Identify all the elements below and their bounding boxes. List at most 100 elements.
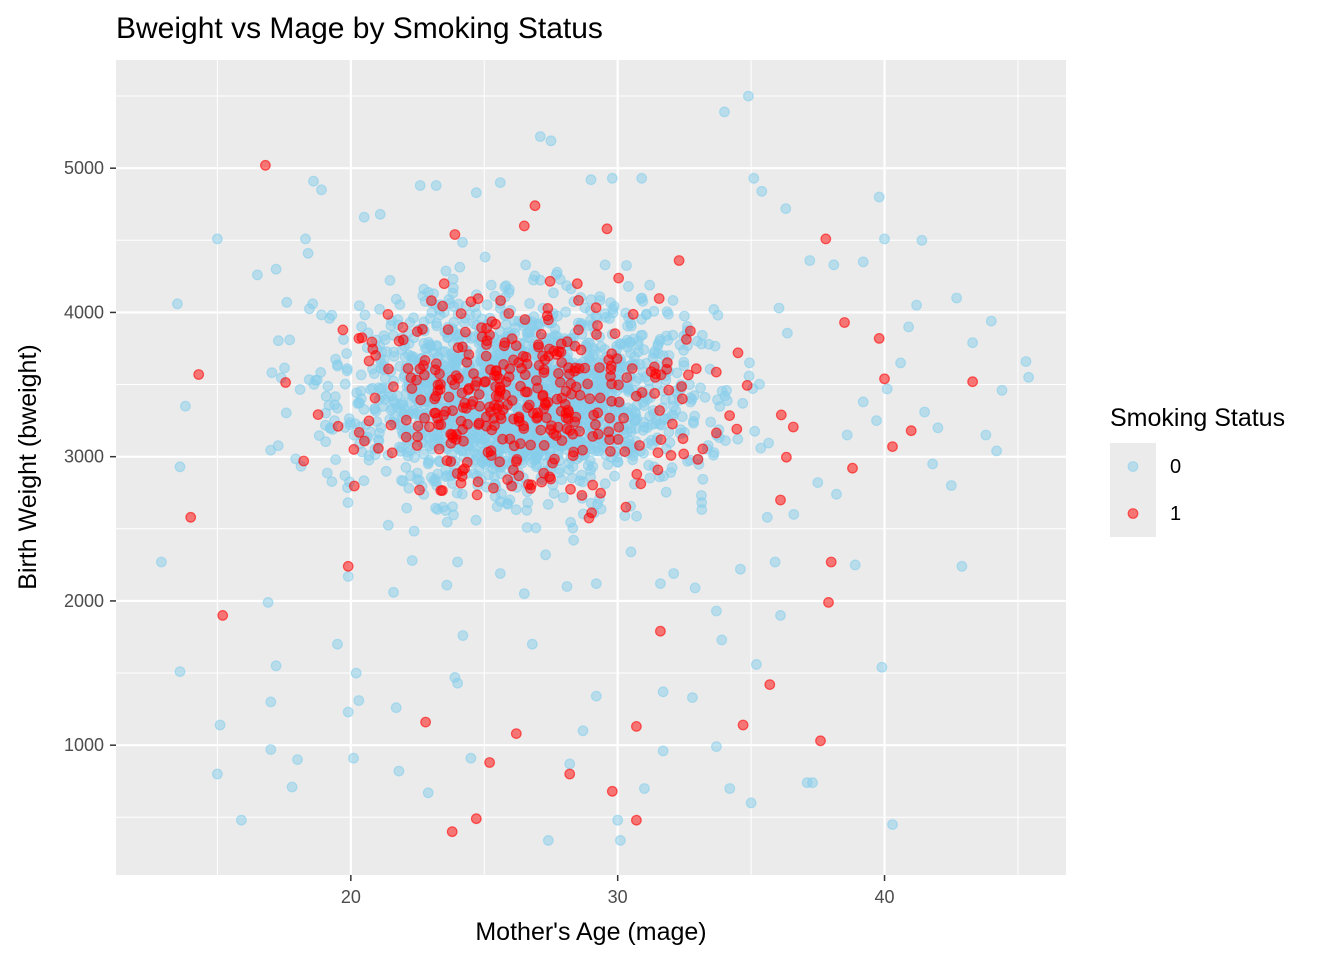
data-point-smoker <box>543 350 554 362</box>
data-point-smoker <box>554 377 566 388</box>
data-point-nonsmoker <box>452 556 464 568</box>
data-point-nonsmoker <box>584 352 595 364</box>
data-point-nonsmoker <box>711 605 722 617</box>
data-point-nonsmoker <box>521 522 533 533</box>
data-point-smoker <box>839 317 850 328</box>
data-point-nonsmoker <box>654 418 666 430</box>
data-point-nonsmoker <box>376 358 387 369</box>
data-point-smoker <box>476 322 487 334</box>
data-point-nonsmoker <box>382 519 394 531</box>
data-point-smoker <box>775 409 787 421</box>
data-point-smoker <box>649 372 661 383</box>
data-point-smoker <box>468 368 479 380</box>
data-point-nonsmoker <box>265 696 277 708</box>
data-point-smoker <box>787 421 799 433</box>
data-point-nonsmoker <box>1020 356 1032 367</box>
data-point-nonsmoker <box>625 422 637 434</box>
data-point-smoker <box>603 354 615 366</box>
data-point-smoker <box>576 490 588 501</box>
x-tick-label: 20 <box>341 887 361 907</box>
data-point-smoker <box>484 329 496 341</box>
data-point-smoker <box>397 334 409 346</box>
data-point-smoker <box>452 342 464 354</box>
points-layer <box>155 90 1034 846</box>
data-point-nonsmoker <box>916 234 928 246</box>
data-point-nonsmoker <box>599 259 611 271</box>
data-point-smoker <box>506 480 518 492</box>
data-point-smoker <box>472 293 484 305</box>
data-point-smoker <box>470 813 482 825</box>
data-point-nonsmoker <box>339 470 351 482</box>
data-point-nonsmoker <box>635 293 647 305</box>
data-point-nonsmoker <box>560 306 571 318</box>
data-point-smoker <box>426 295 437 307</box>
data-point-smoker <box>548 428 560 440</box>
data-point-nonsmoker <box>699 391 711 403</box>
data-point-nonsmoker <box>433 433 445 445</box>
data-point-smoker <box>462 418 474 430</box>
data-point-smoker <box>879 373 890 385</box>
data-point-nonsmoker <box>945 480 957 491</box>
data-point-nonsmoker <box>266 367 278 379</box>
data-point-nonsmoker <box>714 401 726 412</box>
data-point-smoker <box>543 314 554 326</box>
data-point-smoker <box>594 362 605 374</box>
data-point-nonsmoker <box>711 741 722 752</box>
data-point-nonsmoker <box>408 525 420 537</box>
data-point-nonsmoker <box>991 445 1002 457</box>
data-point-nonsmoker <box>321 467 333 479</box>
data-point-smoker <box>538 467 550 479</box>
legend-symbol <box>1127 461 1139 472</box>
data-point-nonsmoker <box>686 394 698 405</box>
data-point-nonsmoker <box>369 403 381 414</box>
data-point-nonsmoker <box>457 236 468 248</box>
data-point-nonsmoker <box>644 410 656 422</box>
data-point-smoker <box>621 372 633 384</box>
data-point-nonsmoker <box>279 362 290 374</box>
data-point-nonsmoker <box>391 390 403 402</box>
data-point-nonsmoker <box>420 343 431 355</box>
data-point-nonsmoker <box>664 437 676 448</box>
data-point-smoker <box>627 308 639 320</box>
data-point-nonsmoker <box>375 383 387 395</box>
data-point-smoker <box>443 391 455 403</box>
data-point-nonsmoker <box>657 686 669 698</box>
data-point-smoker <box>823 597 834 608</box>
data-point-smoker <box>678 448 690 460</box>
data-point-nonsmoker <box>465 752 477 764</box>
data-point-smoker <box>484 757 496 768</box>
data-point-nonsmoker <box>788 509 800 520</box>
data-point-smoker <box>461 456 473 468</box>
data-point-smoker <box>847 462 858 474</box>
data-point-smoker <box>655 625 666 637</box>
data-point-nonsmoker <box>577 476 589 488</box>
data-point-nonsmoker <box>374 208 386 220</box>
data-point-smoker <box>590 302 602 314</box>
data-point-smoker <box>579 362 591 374</box>
data-point-smoker <box>594 392 606 404</box>
x-tick-label: 40 <box>875 887 895 907</box>
data-point-smoker <box>542 396 554 408</box>
data-point-nonsmoker <box>644 472 656 484</box>
data-point-smoker <box>531 375 542 386</box>
data-point-smoker <box>449 229 461 240</box>
y-tick-label: 2000 <box>64 591 104 611</box>
data-point-nonsmoker <box>316 184 327 196</box>
data-point-smoker <box>820 233 832 245</box>
data-point-nonsmoker <box>668 568 680 579</box>
data-point-smoker <box>673 255 685 266</box>
data-point-nonsmoker <box>828 259 840 271</box>
data-point-nonsmoker <box>745 797 757 809</box>
data-point-nonsmoker <box>375 422 387 434</box>
data-point-nonsmoker <box>385 404 397 416</box>
data-point-smoker <box>764 679 776 690</box>
data-point-nonsmoker <box>666 462 678 474</box>
data-point-nonsmoker <box>956 560 968 572</box>
data-point-nonsmoker <box>332 638 343 650</box>
data-point-nonsmoker <box>502 497 513 509</box>
data-point-smoker <box>595 487 606 499</box>
data-point-smoker <box>382 309 394 320</box>
data-point-smoker <box>613 421 625 433</box>
data-point-smoker <box>613 379 624 391</box>
data-point-nonsmoker <box>631 510 642 522</box>
